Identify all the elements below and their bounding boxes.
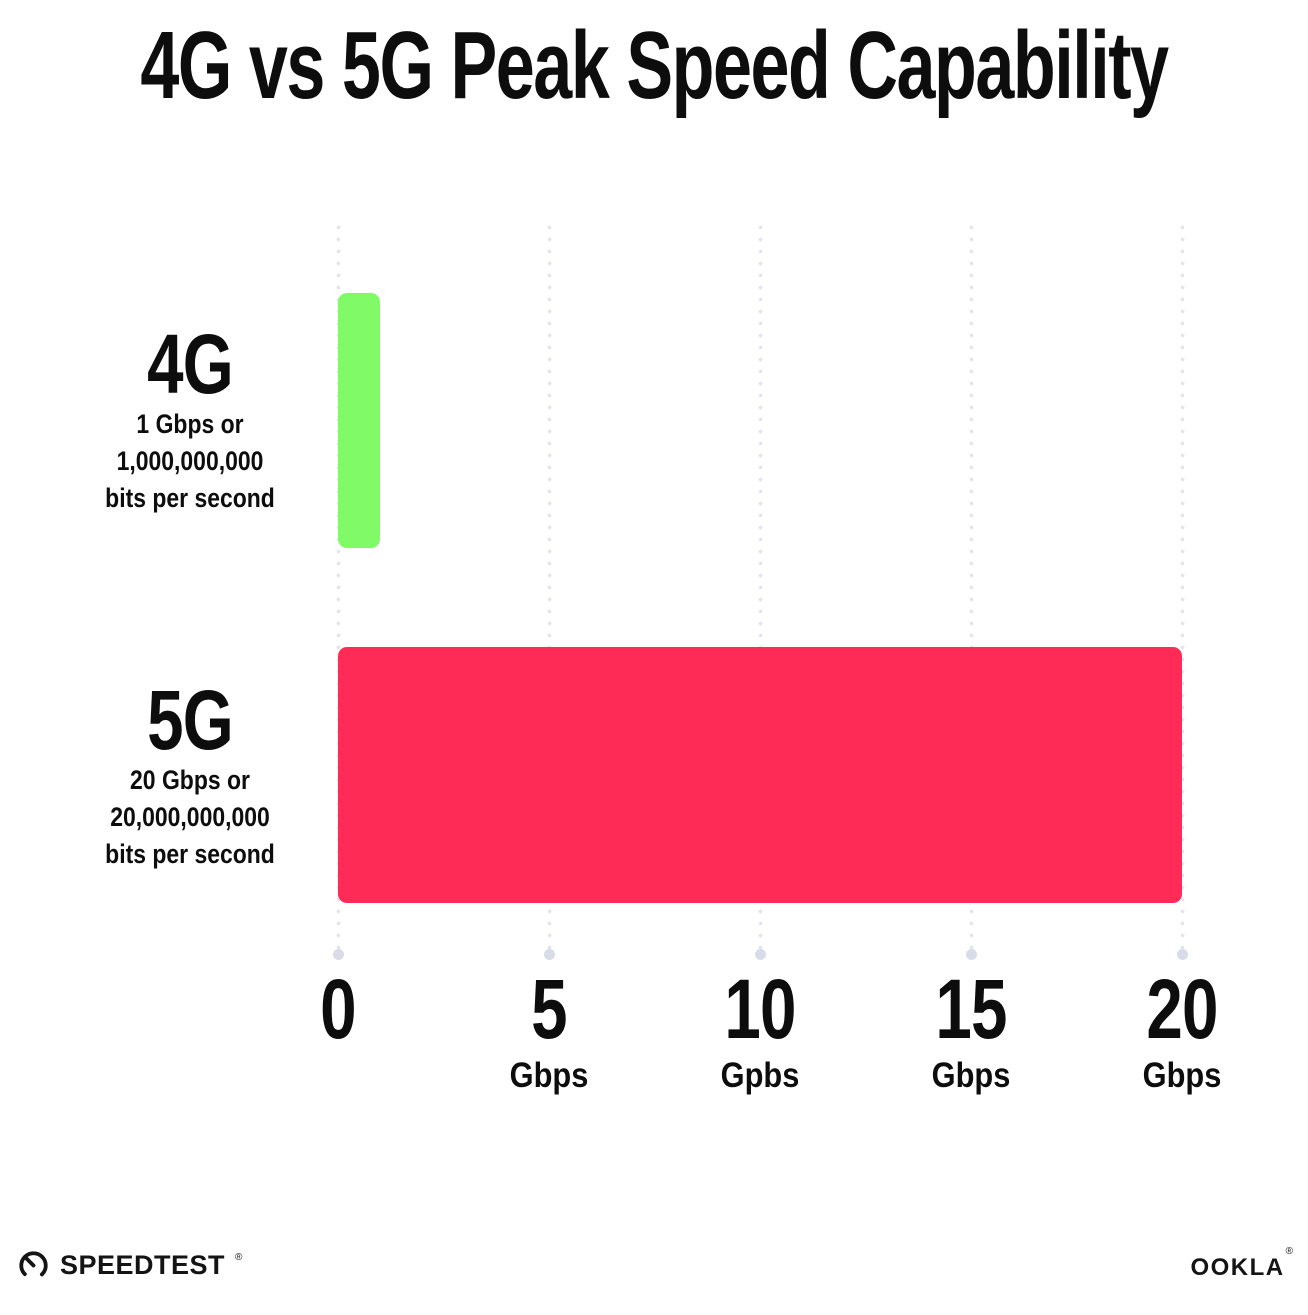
speedtest-trademark: ® (235, 1252, 243, 1263)
row-sub-4g-line2: 1,000,000,000 (116, 446, 264, 476)
row-sub-5g-line1: 20 Gbps or (130, 765, 250, 795)
x-tick-20-value: 20 (1146, 962, 1218, 1056)
bar-5g (338, 647, 1182, 903)
x-tick-5-unit: Gbps (509, 1056, 589, 1095)
x-tick-15-value: 15 (935, 962, 1007, 1056)
row-label-5g: 5G 20 Gbps or 20,000,000,000 bits per se… (30, 678, 350, 873)
chart-title: 4G vs 5G Peak Speed Capability (140, 12, 1169, 119)
speedtest-gauge-icon (19, 1251, 48, 1280)
row-label-4g: 4G 1 Gbps or 1,000,000,000 bits per seco… (30, 322, 350, 517)
ookla-wordmark: OOKLA (1190, 1254, 1285, 1281)
x-tick-10-value: 10 (724, 962, 796, 1056)
x-tick-10: 10 Gpbs (714, 962, 805, 1095)
row-title-4g: 4G (147, 317, 234, 411)
speedtest-wordmark: SPEEDTEST (60, 1250, 226, 1280)
x-tick-15-unit: Gbps (931, 1056, 1011, 1095)
bar-4g (338, 293, 381, 548)
row-sub-5g-line3: bits per second (105, 839, 275, 869)
row-sub-5g-line2: 20,000,000,000 (110, 802, 270, 832)
x-tick-15: 15 Gbps (925, 962, 1016, 1095)
speedtest-logo: SPEEDTEST ® (16, 1248, 243, 1283)
gridline-15 (965, 225, 977, 960)
ookla-trademark: ® (1285, 1246, 1293, 1257)
x-tick-0-value: 0 (320, 962, 356, 1056)
gridline-5 (543, 225, 555, 960)
x-axis: 0 5 Gbps 10 Gpbs 15 Gbps 20 Gbps (320, 962, 1221, 1108)
x-tick-5-value: 5 (531, 962, 567, 1056)
row-title-5g: 5G (147, 673, 234, 767)
row-sub-4g-line3: bits per second (105, 483, 275, 513)
x-tick-5: 5 Gbps (504, 962, 593, 1095)
gridline-20 (1176, 225, 1188, 960)
gridline-0 (332, 225, 344, 960)
ookla-logo: OOKLA ® (1190, 1246, 1293, 1282)
x-tick-10-unit: Gpbs (720, 1056, 800, 1095)
x-tick-20-unit: Gbps (1142, 1056, 1222, 1095)
plot-area (332, 225, 1188, 960)
gridline-10 (754, 225, 766, 960)
x-tick-20: 20 Gbps (1136, 962, 1227, 1095)
x-tick-0: 0 (315, 962, 361, 1058)
row-sub-4g-line1: 1 Gbps or (136, 409, 244, 439)
